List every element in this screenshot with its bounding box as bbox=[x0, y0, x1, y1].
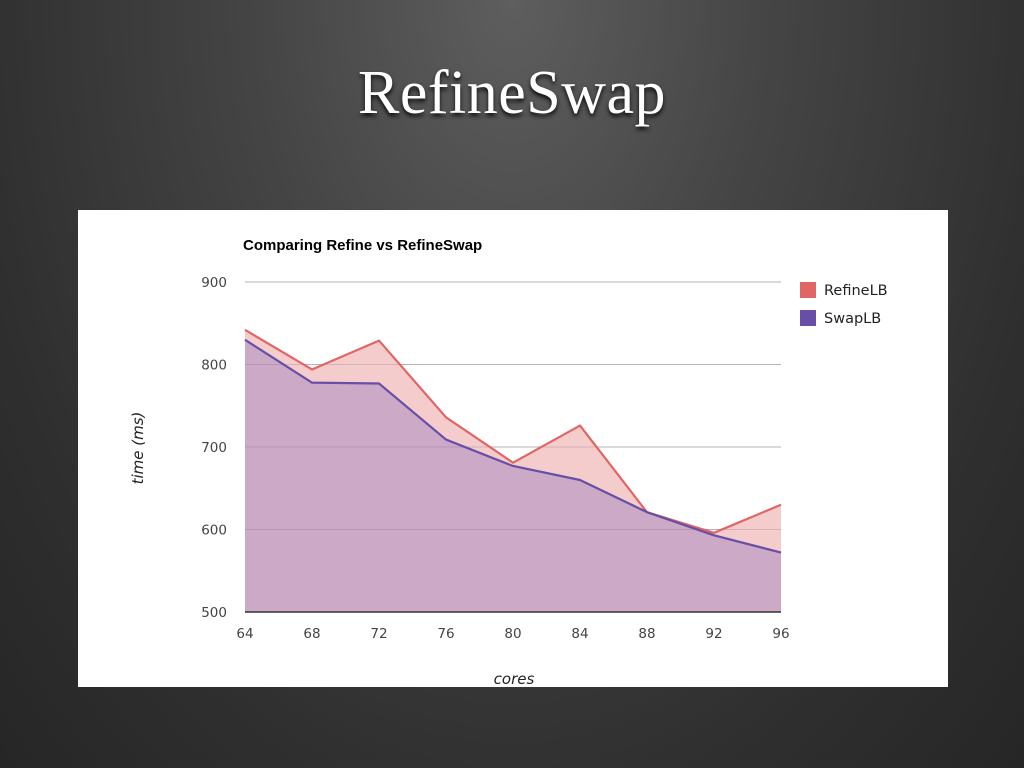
legend-label: SwapLB bbox=[824, 311, 881, 327]
area-chart: Comparing Refine vs RefineSwap 500 600 700 8… bbox=[129, 237, 888, 687]
series-line-refinelb bbox=[244, 328, 782, 534]
x-tick-label: 76 bbox=[437, 626, 454, 642]
y-tick-label: 500 bbox=[201, 605, 227, 621]
x-tick-label: 92 bbox=[705, 626, 722, 642]
legend-swatch bbox=[800, 282, 816, 298]
x-tick-label: 68 bbox=[303, 626, 320, 642]
chart-panel: Comparing Refine vs RefineSwap 500 600 700 8… bbox=[78, 210, 948, 687]
y-tick-label: 700 bbox=[201, 440, 227, 456]
x-tick-label: 80 bbox=[504, 626, 521, 642]
y-tick-label: 600 bbox=[201, 523, 227, 539]
x-axis-title: cores bbox=[494, 670, 535, 687]
x-tick-label: 64 bbox=[236, 626, 253, 642]
y-tick-label: 900 bbox=[201, 275, 227, 291]
series-line-swaplb bbox=[244, 338, 782, 554]
x-tick-label: 72 bbox=[370, 626, 387, 642]
x-tick-label: 88 bbox=[638, 626, 655, 642]
x-tick-label: 96 bbox=[772, 626, 789, 642]
series-area-swaplb bbox=[245, 339, 781, 612]
legend-label: RefineLB bbox=[824, 283, 888, 299]
chart-title: Comparing Refine vs RefineSwap bbox=[243, 237, 482, 254]
slide-title: RefineSwap bbox=[357, 59, 667, 127]
y-axis-title: time (ms) bbox=[129, 412, 147, 485]
legend-swatch bbox=[800, 310, 816, 326]
y-tick-label: 800 bbox=[201, 358, 227, 374]
x-tick-label: 84 bbox=[571, 626, 588, 642]
